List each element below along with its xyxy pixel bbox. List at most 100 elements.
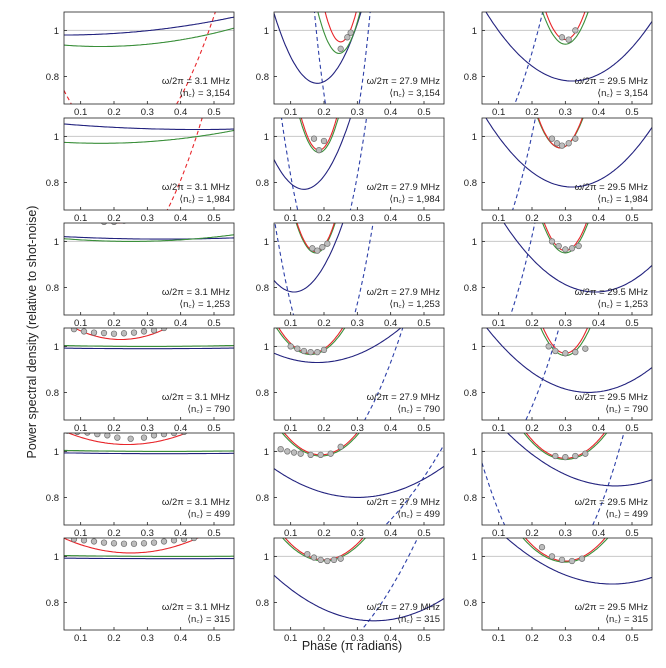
data-point <box>307 451 314 459</box>
data-point <box>304 550 311 558</box>
x-tick-label: 0.4 <box>384 318 397 329</box>
y-tick-label: 1 <box>264 26 269 37</box>
x-tick-label: 0.4 <box>174 423 187 434</box>
x-tick-label: 0.4 <box>592 107 605 118</box>
green-model-line <box>64 344 234 347</box>
photon-number-annotation: ⟨n꜀⟩ = 499 <box>605 509 648 520</box>
photon-number-annotation: ⟨n꜀⟩ = 315 <box>187 614 230 625</box>
data-point <box>558 142 566 149</box>
panel-r1-c1: 0.1 0.2 0.3 0.4 0.5 0.8 1 ω/2π = 27.9 MHz⟨n꜀⟩ =… <box>256 117 445 224</box>
x-tick-label: 0.3 <box>351 528 364 539</box>
x-tick-label: 0.3 <box>559 423 572 434</box>
data-point <box>70 538 78 543</box>
x-tick-label: 0.5 <box>417 213 430 224</box>
panel-frame <box>481 327 653 421</box>
photon-number-annotation: ⟨n꜀⟩ = 1,984 <box>179 194 230 205</box>
panel-r5-c0: 0.1 0.2 0.3 0.4 0.5 0.8 1 ω/2π = 3.1 MHz⟨n꜀⟩ = … <box>46 537 235 644</box>
frequency-annotation: ω/2π = 29.5 MHz <box>575 602 649 613</box>
x-tick-label: 0.2 <box>525 318 538 329</box>
x-tick-label: 0.3 <box>559 213 572 224</box>
panel-r4-c1: 0.1 0.2 0.3 0.4 0.5 0.8 1 ω/2π = 27.9 MHz⟨n꜀⟩ =… <box>256 432 445 539</box>
data-point <box>548 135 556 142</box>
panel-frame <box>273 537 445 631</box>
photon-number-annotation: ⟨n꜀⟩ = 790 <box>397 404 440 415</box>
x-tick-label: 0.1 <box>492 213 505 224</box>
data-point <box>111 223 117 225</box>
x-tick-label: 0.3 <box>351 107 364 118</box>
data-point <box>558 556 566 563</box>
data-point <box>300 347 308 355</box>
panel-r2-c1: 0.1 0.2 0.3 0.4 0.5 0.8 1 ω/2π = 27.9 MHz⟨n꜀⟩ =… <box>256 222 445 329</box>
data-point <box>568 557 576 565</box>
y-tick-label: 0.8 <box>464 283 477 294</box>
data-point <box>90 538 98 545</box>
blue-model-line <box>64 16 234 36</box>
frequency-annotation: ω/2π = 3.1 MHz <box>162 76 230 87</box>
y-tick-label: 0.8 <box>46 598 59 609</box>
x-tick-label: 0.2 <box>525 107 538 118</box>
x-tick-label: 0.1 <box>284 213 297 224</box>
data-point <box>120 540 128 547</box>
data-point <box>100 329 108 337</box>
x-tick-label: 0.1 <box>492 107 505 118</box>
data-point <box>101 223 107 225</box>
x-tick-label: 0.3 <box>559 633 572 644</box>
panel-r1-c0: 0.1 0.2 0.3 0.4 0.5 0.8 1 ω/2π = 3.1 MHz⟨n꜀⟩ = … <box>46 117 235 224</box>
panel-frame <box>481 11 653 105</box>
panel-grid: 0.1 0.2 0.3 0.4 0.5 0.8 1 ω/2π = 3.1 MHz ⟨n꜀⟩ = … <box>46 11 653 644</box>
y-tick-label: 1 <box>472 26 477 37</box>
y-tick-label: 1 <box>264 237 269 248</box>
data-point <box>572 349 579 356</box>
data-point <box>110 540 118 547</box>
x-tick-label: 0.4 <box>174 213 187 224</box>
photon-number-annotation: ⟨n꜀⟩ = 1,253 <box>179 299 230 310</box>
y-tick-label: 0.8 <box>46 178 59 189</box>
data-point <box>548 238 556 245</box>
panel-r4-c0: 0.1 0.2 0.3 0.4 0.5 0.8 1 ω/2π = 3.1 MHz⟨n꜀⟩ = … <box>46 432 235 539</box>
panel-r0-c2: 0.1 0.2 0.3 0.4 0.5 0.8 1 ω/2π = 29.5 MHz⟨n꜀⟩ =… <box>464 11 653 118</box>
red-model-line <box>324 12 357 43</box>
y-tick-label: 0.8 <box>46 493 59 504</box>
blue-model-line <box>485 118 652 188</box>
frequency-annotation: ω/2π = 29.5 MHz <box>575 497 649 508</box>
x-tick-label: 0.4 <box>592 528 605 539</box>
panel-frame <box>481 537 653 631</box>
photon-number-annotation: ⟨n꜀⟩ = 3,154 <box>389 88 440 99</box>
data-point <box>290 449 298 456</box>
x-tick-label: 0.1 <box>492 633 505 644</box>
photon-number-annotation: ⟨n꜀⟩ = 790 <box>605 404 648 415</box>
photon-number-annotation: ⟨n꜀⟩ = 499 <box>187 509 230 520</box>
x-tick-label: 0.2 <box>525 213 538 224</box>
x-tick-label: 0.5 <box>417 107 430 118</box>
data-point <box>324 557 331 565</box>
green-model-line <box>64 234 234 242</box>
red-model-line <box>283 433 358 456</box>
data-point <box>347 29 354 36</box>
data-point <box>327 450 334 457</box>
x-tick-label: 0.2 <box>525 423 538 434</box>
data-point <box>552 347 559 355</box>
blue-model-line <box>64 347 234 350</box>
panel-frame <box>63 537 235 631</box>
panel-r2-c0: 0.1 0.2 0.3 0.4 0.5 0.8 1 ω/2π = 3.1 MHz⟨n꜀⟩ = … <box>46 222 235 329</box>
data-point <box>552 452 559 460</box>
data-point <box>120 330 128 337</box>
red-model-line <box>300 118 338 151</box>
x-axis-label: Phase (π radians) <box>302 639 402 653</box>
x-tick-label: 0.1 <box>492 423 505 434</box>
data-point <box>578 555 586 562</box>
panel-plot-area <box>64 118 234 210</box>
blue-model-line <box>64 452 234 455</box>
blue-model-line <box>485 12 652 82</box>
photon-number-annotation: ⟨n꜀⟩ = 1,984 <box>389 194 440 205</box>
x-tick-label: 0.5 <box>625 423 638 434</box>
frequency-annotation: ω/2π = 29.5 MHz <box>575 392 649 403</box>
green-model-line <box>64 27 234 48</box>
data-point <box>287 343 294 350</box>
x-tick-label: 0.3 <box>559 318 572 329</box>
panel-r4-c2: 0.1 0.2 0.3 0.4 0.5 0.8 1 ω/2π = 29.5 MHz⟨n꜀⟩ =… <box>464 432 653 539</box>
green-model-line <box>317 12 361 54</box>
panel-plot-area <box>485 118 652 210</box>
x-tick-label: 0.3 <box>141 318 154 329</box>
